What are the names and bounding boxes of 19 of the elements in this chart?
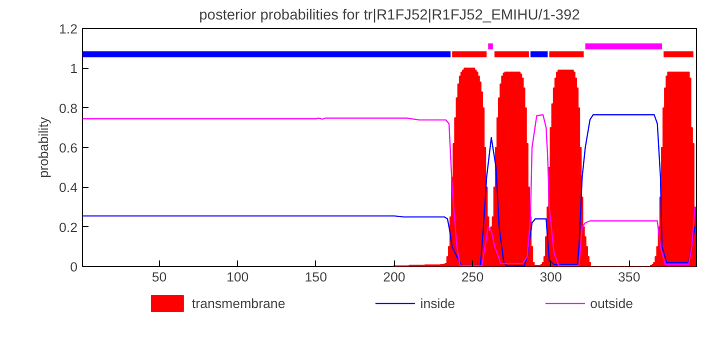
x-tick-label: 200: [383, 270, 406, 284]
x-tick-label: 300: [540, 270, 562, 284]
legend-label: outside: [590, 296, 634, 310]
chart-title: posterior probabilities for tr|R1FJ52|R1FJ52_EMIHU/1-392: [199, 8, 580, 24]
y-axis-title: probability: [36, 116, 51, 178]
x-tick-label: 350: [618, 270, 640, 284]
y-tick-label: 0.2: [58, 220, 78, 235]
legend-label: transmembrane: [192, 296, 286, 310]
x-tick-label: 100: [226, 270, 249, 284]
legend-label: inside: [420, 296, 456, 310]
y-tick-label: 0.4: [58, 180, 78, 196]
y-tick-label: 1: [70, 61, 78, 76]
y-tick-label: 0.8: [58, 100, 78, 116]
y-tick-label: 1.2: [58, 22, 78, 36]
y-tick-label: 0.6: [58, 140, 78, 156]
x-tick-label: 50: [152, 270, 167, 284]
x-tick-label: 150: [304, 270, 328, 284]
x-tick-label: 250: [461, 270, 484, 284]
y-tick-label: 0: [70, 260, 78, 274]
